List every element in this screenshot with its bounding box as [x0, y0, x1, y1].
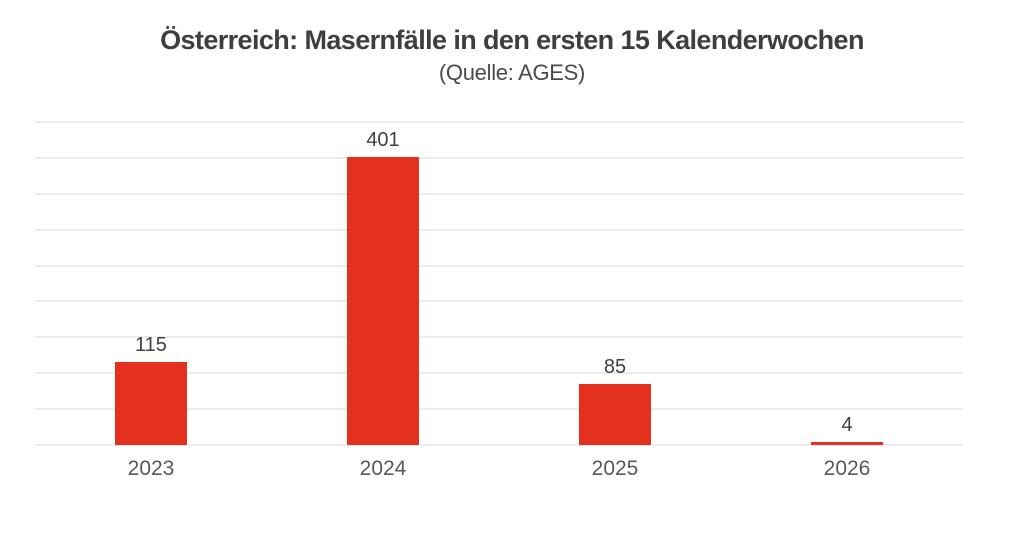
value-label-2024: 401: [366, 129, 400, 152]
bar-2024: [347, 157, 419, 445]
gridline-150: [35, 336, 963, 338]
x-axis-labels: 2023 2024 2025 2026: [35, 458, 963, 479]
chart-subtitle: (Quelle: AGES): [438, 60, 586, 86]
gridline-200: [35, 300, 963, 302]
gridline-400: [35, 157, 963, 159]
gridline-450: [35, 121, 963, 123]
bar-column-2026: 4: [731, 122, 963, 445]
value-label-2025: 85: [603, 356, 627, 378]
bars: 115 401 85 4: [35, 122, 963, 445]
value-label-2023: 115: [135, 334, 167, 357]
bar-column-2024: 401: [267, 122, 499, 445]
plot-area: 115 401 85 4 2023 2024 2025 2026: [35, 121, 963, 479]
x-axis-label-2026: 2026: [823, 457, 871, 480]
x-axis-label-2024: 2024: [359, 457, 407, 480]
gridline-100: [35, 372, 963, 374]
bar-2026: [811, 442, 883, 445]
bar-2023: [115, 362, 187, 445]
gridlines: [35, 121, 963, 446]
chart-title: Österreich: Masernfälle in den ersten 15…: [160, 25, 864, 55]
bar-column-2023: 115: [35, 122, 267, 445]
chart-header: Österreich: Masernfälle in den ersten 15…: [0, 24, 1024, 87]
gridline-300: [35, 229, 963, 231]
gridline-250: [35, 265, 963, 267]
x-axis-label-2023: 2023: [127, 457, 175, 480]
x-axis-label-2025: 2025: [591, 457, 639, 480]
bar-column-2025: 85: [499, 122, 731, 445]
gridline-350: [35, 193, 963, 195]
gridline-50: [35, 408, 963, 410]
bar-2025: [579, 384, 651, 445]
gridline-0: [35, 444, 963, 446]
value-label-2026: 4: [841, 414, 853, 437]
